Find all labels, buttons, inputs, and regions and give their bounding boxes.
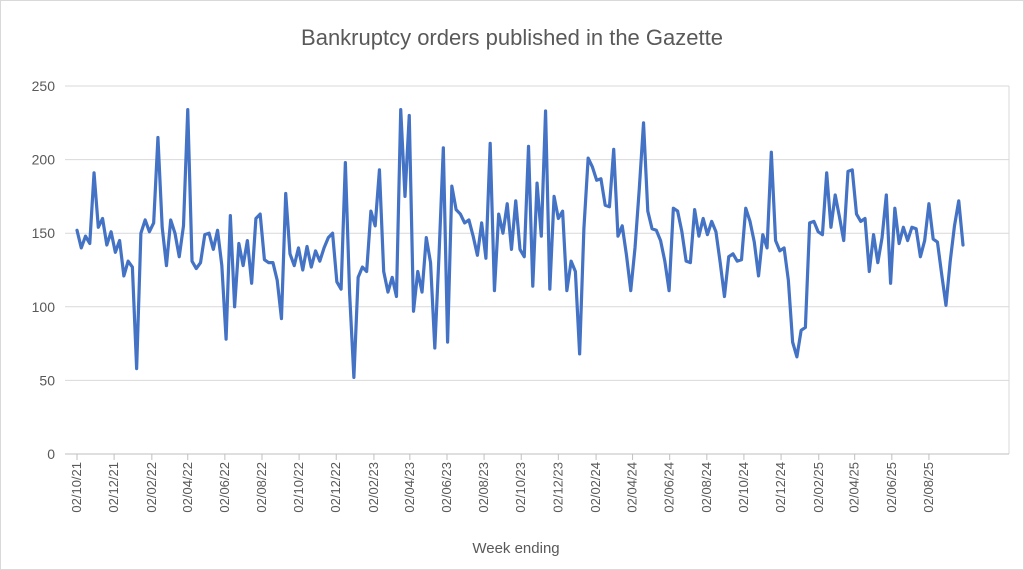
y-tick-label-0: 0 [47, 446, 55, 462]
x-tick-label-02-06-23: 02/06/23 [439, 462, 454, 513]
y-tick-label-100: 100 [32, 299, 56, 315]
x-tick-label-02-06-22: 02/06/22 [217, 462, 232, 513]
x-tick-label-02-10-22: 02/10/22 [291, 462, 306, 513]
x-tick-label-02-12-24: 02/12/24 [773, 462, 788, 513]
x-tick-label-02-10-23: 02/10/23 [513, 462, 528, 513]
y-tick-label-250: 250 [32, 78, 56, 94]
y-axis-labels: 0 50 100 150 200 250 [32, 78, 56, 462]
x-tick-label-02-12-22: 02/12/22 [328, 462, 343, 513]
x-axis [65, 453, 1009, 460]
x-tick-label-02-06-25: 02/06/25 [884, 462, 899, 513]
x-tick-label-02-06-24: 02/06/24 [662, 462, 677, 513]
x-tick-label-02-10-24: 02/10/24 [736, 462, 751, 513]
x-tick-label-02-08-24: 02/08/24 [699, 462, 714, 513]
x-tick-label-02-02-25: 02/02/25 [811, 462, 826, 513]
x-tick-label-02-04-24: 02/04/24 [625, 462, 640, 513]
x-tick-label-02-02-24: 02/02/24 [588, 462, 603, 513]
y-tick-label-150: 150 [32, 225, 56, 241]
series-line [75, 107, 965, 380]
gridlines [65, 85, 1010, 454]
x-tick-label-02-08-25: 02/08/25 [921, 462, 936, 513]
x-tick-label-02-12-23: 02/12/23 [550, 462, 565, 513]
y-tick-label-50: 50 [39, 372, 55, 388]
x-tick-label-02-08-22: 02/08/22 [254, 462, 269, 513]
data-series-bankruptcy-orders [75, 107, 965, 380]
x-tick-label-02-10-21: 02/10/21 [69, 462, 84, 513]
x-tick-label-02-04-23: 02/04/23 [402, 462, 417, 513]
x-axis-title: Week ending [472, 540, 559, 557]
chart-title: Bankruptcy orders published in the Gazet… [301, 25, 723, 50]
x-axis-labels: 02/10/21 02/12/21 02/02/22 02/04/22 02/06/22… [69, 462, 936, 513]
x-tick-label-02-12-21: 02/12/21 [106, 462, 121, 513]
x-tick-label-02-02-22: 02/02/22 [144, 462, 159, 513]
y-tick-label-200: 200 [32, 152, 56, 168]
x-tick-label-02-04-25: 02/04/25 [847, 462, 862, 513]
x-tick-label-02-02-23: 02/02/23 [366, 462, 381, 513]
x-tick-label-02-04-22: 02/04/22 [180, 462, 195, 513]
x-tick-label-02-08-23: 02/08/23 [476, 462, 491, 513]
